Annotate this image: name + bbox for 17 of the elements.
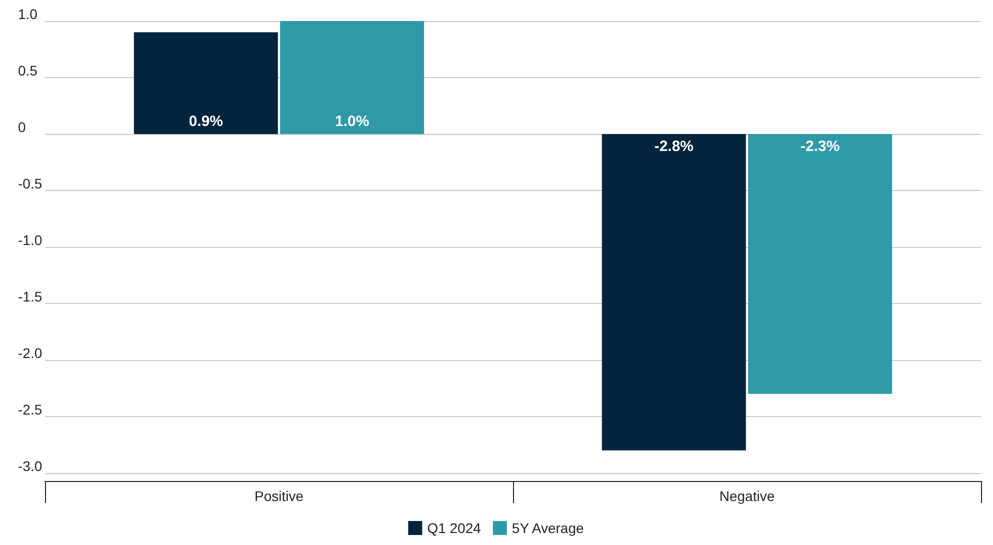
y-tick-label: -2.5 <box>18 402 42 418</box>
y-tick-label: -1.5 <box>18 288 42 304</box>
y-tick-label: 0 <box>18 119 26 135</box>
x-tick-label: Negative <box>719 488 775 504</box>
legend-label: 5Y Average <box>512 520 584 536</box>
y-tick-label: -0.5 <box>18 176 42 192</box>
legend-label: Q1 2024 <box>427 520 482 536</box>
y-tick-label: 1.0 <box>18 6 38 22</box>
data-label: -2.3% <box>800 138 840 155</box>
y-tick-label: 0.5 <box>18 62 38 78</box>
y-tick-label: -3.0 <box>18 458 42 474</box>
y-tick-label: -1.0 <box>18 232 42 248</box>
data-label: -2.8% <box>654 138 694 155</box>
data-label: 0.9% <box>188 113 224 130</box>
data-label: 1.0% <box>334 113 370 130</box>
y-tick-label: -2.0 <box>18 345 42 361</box>
x-tick-label: Positive <box>254 488 304 504</box>
